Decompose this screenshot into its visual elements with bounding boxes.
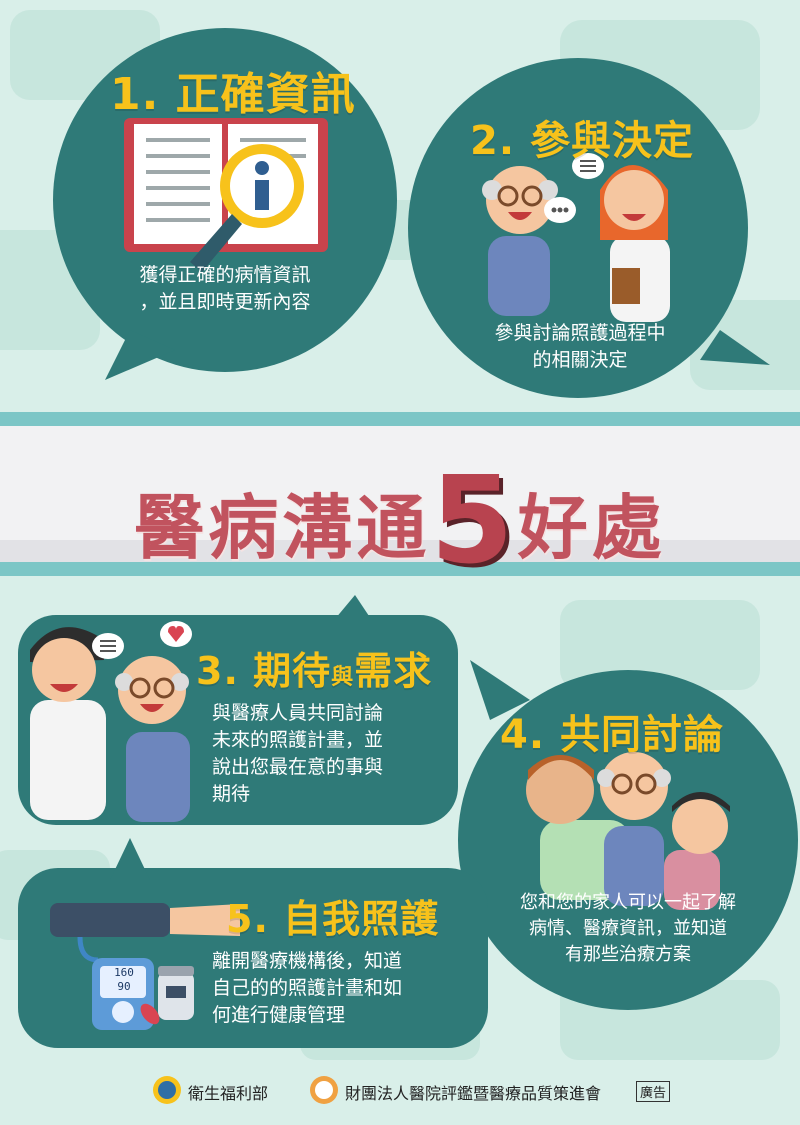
section-1-line: ，並且即時更新內容 bbox=[139, 291, 311, 313]
ministry-name: 衛生福利部 bbox=[188, 1084, 269, 1103]
section-4-title: 共同討論 bbox=[559, 712, 724, 758]
title-number: 5 bbox=[430, 452, 518, 591]
section-2-heading: 2. 參與決定 bbox=[470, 108, 694, 166]
section-2-title: 參與決定 bbox=[529, 118, 694, 164]
section-3-title-b: 需求 bbox=[354, 649, 433, 693]
section-4-heading: 4. 共同討論 bbox=[500, 702, 724, 760]
section-3-line: 與醫療人員共同討論 bbox=[212, 702, 384, 724]
section-2-description: 參與討論照護過程中 的相關決定 bbox=[460, 320, 700, 374]
section-4-line: 有那些治療方案 bbox=[565, 944, 691, 965]
section-5-number: 5. bbox=[226, 897, 269, 941]
section-4-description: 您和您的家人可以一起了解 病情、醫療資訊，並知道 有那些治療方案 bbox=[478, 890, 778, 968]
section-4-line: 您和您的家人可以一起了解 bbox=[520, 892, 736, 913]
section-5-title: 自我照護 bbox=[283, 897, 440, 941]
section-1-number: 1. bbox=[110, 69, 160, 120]
ad-tag: 廣告 bbox=[636, 1081, 671, 1102]
section-4-number: 4. bbox=[500, 712, 546, 758]
section-5-description: 離開醫療機構後，知道 自己的的照護計畫和如 何進行健康管理 bbox=[212, 948, 452, 1029]
section-1-line: 獲得正確的病情資訊 bbox=[139, 264, 311, 286]
section-2-number: 2. bbox=[470, 118, 516, 164]
title-prefix: 醫病溝通 bbox=[134, 487, 431, 569]
section-1-title: 正確資訊 bbox=[175, 69, 356, 120]
foundation-name: 財團法人醫院評鑑暨醫療品質策進會 bbox=[345, 1084, 602, 1103]
section-3-description: 與醫療人員共同討論 未來的照護計畫，並 說出您最在意的事與 期待 bbox=[212, 700, 442, 808]
section-1-heading: 1. 正確資訊 bbox=[110, 58, 356, 122]
title-suffix: 好處 bbox=[517, 487, 666, 569]
patient-doctor-illustration bbox=[482, 153, 670, 322]
section-3-line: 未來的照護計畫，並 bbox=[212, 729, 384, 751]
book-info-illustration bbox=[124, 118, 328, 272]
section-5-line: 離開醫療機構後，知道 bbox=[212, 950, 403, 972]
section-3-title-small: 與 bbox=[331, 665, 355, 690]
section-3-heading: 3. 期待與需求 bbox=[196, 640, 432, 695]
section-5-heading: 5. 自我照護 bbox=[226, 888, 439, 943]
section-2-line: 的相關決定 bbox=[532, 349, 628, 371]
section-3-line: 說出您最在意的事與 bbox=[212, 756, 384, 778]
section-5-line: 自己的的照護計畫和如 bbox=[212, 977, 403, 999]
section-1-description: 獲得正確的病情資訊 ，並且即時更新內容 bbox=[95, 262, 355, 316]
poster-title: 醫病溝通5好處 bbox=[0, 452, 800, 591]
section-3-number: 3. bbox=[196, 649, 239, 693]
section-3-line: 期待 bbox=[212, 783, 251, 805]
section-3-title-a: 期待 bbox=[253, 649, 332, 693]
section-5-line: 何進行健康管理 bbox=[212, 1004, 346, 1026]
bp-reading: 160 90 bbox=[102, 966, 146, 994]
bp-diastolic: 90 bbox=[117, 980, 131, 993]
family-illustration bbox=[526, 752, 730, 910]
bp-systolic: 160 bbox=[114, 966, 134, 979]
section-2-line: 參與討論照護過程中 bbox=[494, 322, 666, 344]
title-banner bbox=[0, 412, 800, 576]
section-4-line: 病情、醫療資訊，並知道 bbox=[529, 918, 727, 939]
bp-monitor-illustration bbox=[50, 903, 240, 1030]
doctor-elder-illustration bbox=[30, 621, 192, 822]
